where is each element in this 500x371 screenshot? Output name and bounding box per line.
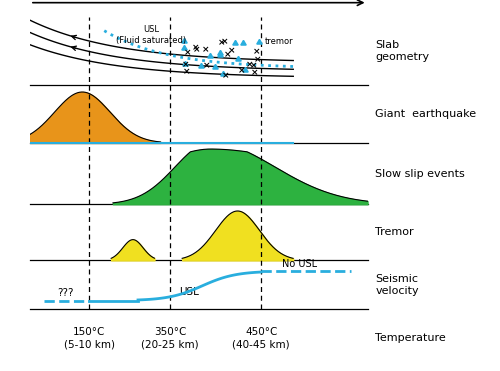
- Text: ×: ×: [184, 48, 192, 57]
- Text: ×: ×: [228, 46, 235, 55]
- Text: ×: ×: [202, 45, 209, 54]
- Text: Giant  earthquake: Giant earthquake: [375, 109, 476, 119]
- Text: USL
(Fluid saturated): USL (Fluid saturated): [116, 26, 186, 45]
- Text: Slab
geometry: Slab geometry: [375, 40, 430, 62]
- Text: NE: NE: [354, 0, 369, 1]
- Text: ×: ×: [182, 60, 189, 69]
- Text: ×: ×: [222, 71, 230, 80]
- Text: ×: ×: [254, 55, 262, 64]
- Text: 350°C
(20-25 km): 350°C (20-25 km): [142, 327, 199, 349]
- Text: ×: ×: [192, 43, 200, 52]
- Text: Temperature: Temperature: [375, 334, 446, 344]
- Text: tremor: tremor: [264, 37, 293, 46]
- Text: Seismic
velocity: Seismic velocity: [375, 274, 419, 296]
- Text: ×: ×: [218, 39, 226, 47]
- Text: ×: ×: [224, 50, 231, 59]
- Text: 150°C
(5-10 km): 150°C (5-10 km): [64, 327, 114, 349]
- Text: 450°C
(40-45 km): 450°C (40-45 km): [232, 327, 290, 349]
- Text: ×: ×: [221, 37, 228, 46]
- Text: ???: ???: [57, 288, 74, 298]
- Text: USL: USL: [178, 287, 199, 297]
- Text: Slow slip events: Slow slip events: [375, 168, 465, 178]
- Text: ×: ×: [250, 61, 258, 70]
- Text: ×: ×: [246, 60, 254, 69]
- Text: SW: SW: [28, 0, 48, 1]
- Text: No USL: No USL: [282, 259, 318, 269]
- Text: ×: ×: [253, 47, 260, 56]
- Text: ×: ×: [193, 45, 200, 54]
- Text: ×: ×: [203, 62, 210, 70]
- Text: Tremor: Tremor: [375, 227, 414, 237]
- Text: ×: ×: [182, 67, 190, 76]
- Text: ×: ×: [252, 68, 259, 77]
- Text: ×: ×: [238, 66, 245, 75]
